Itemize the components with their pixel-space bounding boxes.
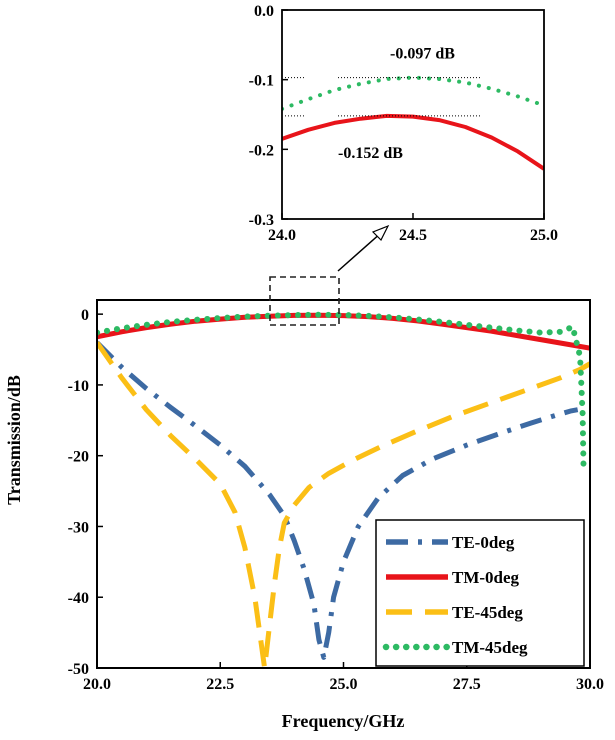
zoom-connector-arrowhead: [371, 224, 390, 242]
main-x-axis-label: Frequency/GHz: [282, 711, 405, 731]
main-y-tick-label: -30: [68, 519, 89, 536]
inset-annotations: -0.097 dB -0.152 dB: [285, 46, 480, 162]
legend-label-tm-0deg: TM-0deg: [452, 568, 520, 587]
inset-y-tick-label: -0.1: [249, 73, 274, 90]
legend: TE-0deg TM-0deg TE-45deg TM-45deg: [375, 519, 585, 667]
main-x-tick-label: 20.0: [83, 676, 111, 693]
inset-y-tick-label: 0.0: [254, 3, 274, 20]
legend-label-te-0deg: TE-0deg: [452, 533, 515, 552]
inset-series-tm-0deg: [282, 113, 544, 171]
inset-annotation-tm0: -0.152 dB: [338, 145, 403, 162]
main-y-axis-label: Transmission/dB: [4, 375, 24, 505]
main-x-tick-label: 22.5: [206, 676, 234, 693]
legend-items: TE-0deg TM-0deg TE-45deg TM-45deg: [382, 533, 528, 657]
main-chart: 20.0 22.5 25.0 27.5 30.0 0 -10 -20 -30 -40 -50 Fre…: [4, 224, 604, 731]
main-series-tm-45deg: [97, 311, 587, 473]
inset-x-tick-label: 24.0: [268, 227, 296, 244]
main-series-te-0deg: [97, 340, 579, 660]
main-series-tm-0deg: [97, 312, 590, 351]
main-ticks-layer: 20.0 22.5 25.0 27.5 30.0 0 -10 -20 -30 -40 -50: [68, 307, 604, 693]
main-series-te-45deg: [97, 341, 590, 668]
inset-plot-frame: [281, 9, 545, 220]
main-x-tick-label: 25.0: [330, 676, 358, 693]
inset-x-tick-label: 24.5: [399, 227, 427, 244]
inset-y-tick-label: -0.3: [249, 212, 274, 229]
main-x-tick-label: 30.0: [576, 676, 604, 693]
main-x-tick-label: 27.5: [453, 676, 481, 693]
inset-annotation-tm45: -0.097 dB: [390, 46, 455, 63]
main-series-layer: [97, 311, 590, 668]
legend-label-tm-45deg: TM-45deg: [452, 638, 528, 657]
main-y-tick-label: -40: [68, 590, 89, 607]
main-y-tick-label: -20: [68, 449, 89, 466]
legend-box: [375, 519, 585, 667]
main-y-tick-label: 0: [81, 307, 89, 324]
main-y-tick-label: -10: [68, 378, 89, 395]
inset-series-layer: [282, 75, 544, 171]
inset-ticks-layer: 24.0 24.5 25.0 0.0 -0.1 -0.2 -0.3: [249, 3, 558, 244]
inset-chart: 24.0 24.5 25.00.0-0.1-0.2-0.3 -0.097 dB-0.…: [249, 3, 558, 244]
legend-label-te-45deg: TE-45deg: [452, 603, 523, 622]
zoom-connector-arrow: [337, 231, 383, 272]
inset-x-tick-label: 25.0: [530, 227, 558, 244]
inset-series-tm-45deg: [282, 75, 544, 111]
main-y-tick-label: -50: [68, 661, 89, 678]
zoom-region-box: [269, 276, 340, 326]
inset-y-tick-label: -0.2: [249, 142, 274, 159]
